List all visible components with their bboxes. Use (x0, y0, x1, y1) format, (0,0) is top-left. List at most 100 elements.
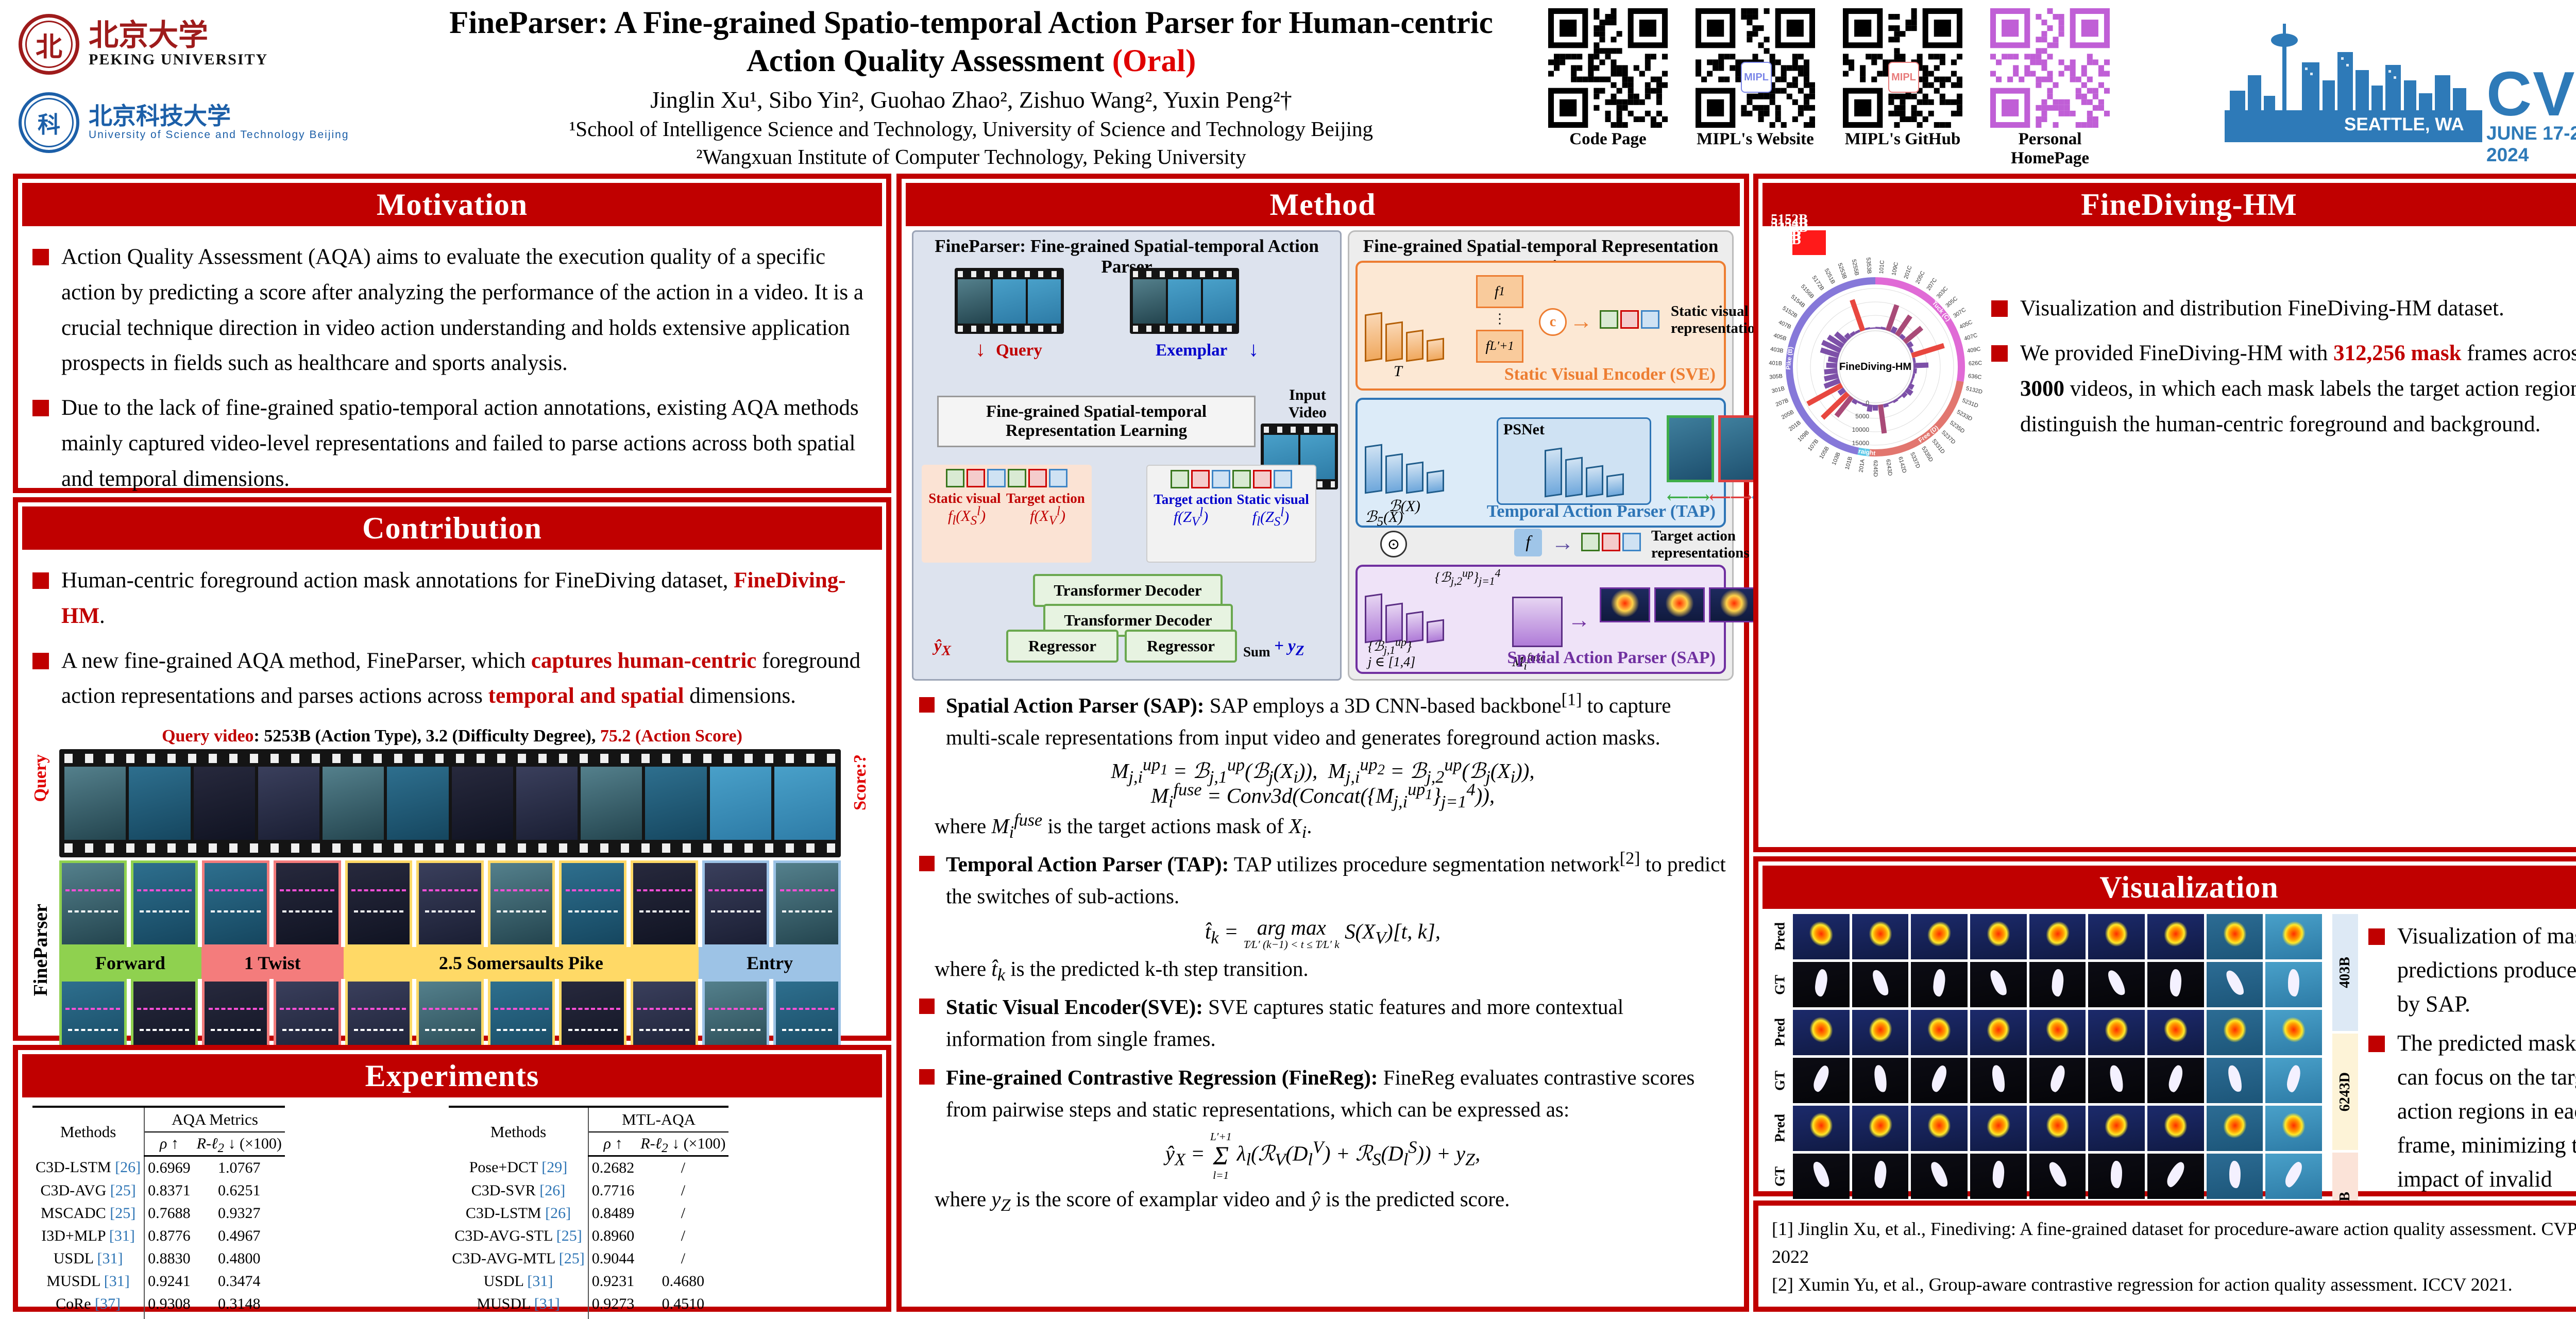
exemplar-down-arrow-icon: ↓ (1248, 337, 1259, 361)
table-row: C3D-SVR [26] 0.7716/ (449, 1179, 728, 1202)
qr-personal-homepage: Personal HomePage (1985, 8, 2115, 168)
heatmap-icon (2045, 1111, 2070, 1140)
bullet-text: Action Quality Assessment (AQA) aims to … (61, 245, 863, 376)
qr-code-icon (1843, 8, 1962, 128)
mfuse-symbol: Mifuse (1512, 651, 1546, 672)
gt-mask-cell (1793, 962, 1850, 1007)
polar-bar (1867, 404, 1873, 412)
polar-bar (1827, 356, 1838, 363)
mask-annotation-grid: 5152B 5154B 5253B 301B 205B 107B (1762, 211, 2576, 255)
svg-text:5172B: 5172B (1811, 275, 1825, 292)
heatmap-icon (1982, 1109, 2014, 1142)
static-visual-label: Static visual (928, 491, 1001, 506)
gt-silhouette-icon (2046, 1160, 2069, 1189)
sap-heatmap-frames (1600, 587, 1759, 622)
parsed-frame (59, 860, 127, 948)
polar-bar (1892, 398, 1899, 403)
svg-text:Pike (B): Pike (B) (1785, 346, 1794, 370)
feature-cube-icon (1232, 470, 1251, 488)
svg-text:401B: 401B (1769, 360, 1782, 367)
film-frame (958, 279, 991, 324)
cvpr-location: SEATTLE, WA (2344, 114, 2464, 134)
polar-bar (1850, 331, 1856, 337)
pred-mask-cell (1793, 1010, 1850, 1055)
table-row: TSA-Net [34]0.9422/ (449, 1315, 728, 1319)
qr-label: Personal HomePage (2010, 130, 2090, 167)
bullet-text: We provided FineDiving-HM with 312,256 m… (2020, 341, 2576, 436)
viz-group-label: 6243D (2337, 1072, 2353, 1112)
gt-mask-cell (2147, 1154, 2204, 1199)
svg-text:5233D: 5233D (1956, 409, 1973, 422)
svg-text:15000: 15000 (1852, 439, 1870, 447)
heatmap-icon (2162, 1111, 2189, 1140)
contribution-section: Contribution Human-centric foreground ac… (13, 497, 891, 1177)
representation-learning-panel: Fine-grained Spatial-temporal Representa… (1348, 230, 1817, 681)
target-repr-label: Target action representations (1651, 528, 1750, 562)
subaction-label: 1 Twist (201, 947, 344, 979)
qr-code-icon (1990, 8, 2110, 128)
pred-mask-cell (2206, 1106, 2263, 1151)
group-ring-arc (1869, 380, 1964, 456)
feature-cube-icon (1028, 469, 1047, 487)
polar-bar (1906, 341, 1914, 349)
pku-name-cn: 北京大学 (89, 18, 209, 52)
heatmap-icon (2160, 918, 2191, 951)
gt-silhouette-icon (1929, 1063, 1950, 1094)
svg-text:5337D: 5337D (1909, 451, 1921, 469)
table-row: C3D-LSTM [26] 0.8489/ (449, 1202, 728, 1225)
polar-bar (1823, 378, 1841, 389)
table-row: USDL [31] 0.8830 0.4800 (32, 1247, 285, 1270)
svg-text:205B: 205B (1781, 409, 1795, 421)
bullet-marker-icon (2368, 928, 2385, 945)
feature-cube-icon (967, 469, 985, 487)
gt-silhouette-icon (2108, 1064, 2126, 1093)
parser-band: Forward 1 Twist 2.5 Somersaults Pike Entry (59, 860, 841, 1066)
paper-title: FineParser: A Fine-grained Spatio-tempor… (449, 6, 1493, 79)
polar-bar (1824, 373, 1839, 382)
svg-text:636C: 636C (1968, 373, 1981, 381)
method-section: Method FineParser: Fine-grained Spatial-… (896, 174, 1817, 1312)
oral-tag: (Oral) (1112, 44, 1196, 79)
pred-mask-cell (2029, 1106, 2086, 1151)
film-frame (581, 767, 642, 840)
polar-bar (1877, 404, 1887, 434)
bullet-marker-icon (919, 697, 935, 713)
polar-bar (1903, 326, 1924, 345)
gt-mask-cell (1970, 1154, 2027, 1199)
polar-bar (1913, 362, 1929, 368)
gt-silhouette-icon (2287, 969, 2300, 997)
motivation-header: Motivation (22, 183, 882, 226)
sap-name-label: Spatial Action Parser (SAP) (1507, 648, 1716, 667)
psnet-box: PSNet (1497, 417, 1651, 505)
polar-bar (1873, 405, 1878, 411)
svg-text:405C: 405C (1959, 319, 1974, 330)
tap-name-label: Temporal Action Parser (TAP) (1486, 502, 1716, 521)
svg-text:5237D: 5237D (1940, 429, 1957, 445)
concat-icon: c (1539, 308, 1567, 336)
bullet-item: Visualization of mask predictions produc… (2368, 919, 2576, 1021)
svg-text:5235D: 5235D (1948, 419, 1965, 434)
pred-mask-cell (2265, 1106, 2323, 1151)
visualization-section: Visualization Pred GT Pred GT Pred GT 403B 624… (1753, 856, 2576, 1270)
pred-mask-cell (1911, 1010, 1968, 1055)
polar-bar (1894, 314, 1912, 337)
table-row: CoRe [37] 0.9308 0.3148 (32, 1293, 285, 1315)
equation-note: where Mifuse is the target actions mask … (935, 810, 1312, 842)
svg-text:6243D: 6243D (1885, 459, 1893, 477)
method-bullet-text: Spatial Action Parser (SAP): SAP employs… (946, 690, 1671, 749)
parsed-frame (559, 860, 627, 948)
gt-mask-cell (2206, 1058, 2263, 1103)
svg-text:5000: 5000 (1855, 413, 1869, 420)
polar-bar (1806, 383, 1843, 407)
heatmap-frame (1654, 587, 1705, 622)
gt-mask-cell (2206, 1154, 2263, 1199)
heatmap-icon (1985, 1015, 2012, 1045)
table-row: C3D-AVG-MTL [25] 0.9044/ (449, 1247, 728, 1270)
pred-mask-cell (2265, 914, 2323, 959)
pred-mask-cell (1970, 1010, 2027, 1055)
authors: Jinglin Xu¹, Sibo Yin², Guohao Zhao², Zi… (650, 86, 1292, 113)
feature-cube-icon (987, 469, 1006, 487)
svg-text:303C: 303C (1936, 285, 1950, 300)
qr-code-icon (1696, 8, 1815, 128)
gt-mask-cell (1852, 1154, 1909, 1199)
